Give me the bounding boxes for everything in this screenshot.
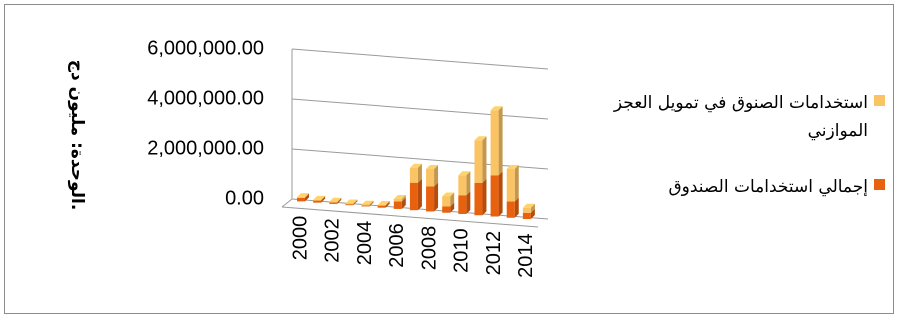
bar-total-uses-side <box>482 179 486 216</box>
bar-total-uses <box>491 175 499 216</box>
bar-total-uses <box>523 213 531 219</box>
bar-deficit-financing <box>394 199 402 202</box>
bar-deficit-financing <box>410 168 418 183</box>
bar-total-uses <box>474 183 482 216</box>
x-tick-label: 2014 <box>515 233 537 277</box>
bars <box>297 106 535 219</box>
x-axis-tick-labels: 2000 2002 2004 2006 2008 2010 2012 2014 <box>289 216 537 278</box>
chart-frame: 0.00 2,000,000.00 4,000,000.00 6,000,000.00… <box>4 4 894 314</box>
bar-total-uses <box>426 186 434 211</box>
x-tick-label: 2006 <box>386 223 408 268</box>
bar-total-uses <box>458 195 466 214</box>
bar-deficit-financing <box>491 110 499 175</box>
bar-total-uses <box>394 201 402 209</box>
bar-deficit-financing <box>426 169 434 187</box>
bar-total-uses-side <box>466 191 470 214</box>
legend-swatch-deficit-financing <box>874 95 885 106</box>
legend-item-total-uses: إجمالي استخدامات الصندوق <box>605 173 885 201</box>
x-tick-label: 2000 <box>289 216 311 261</box>
y-tick-label: 4,000,000.00 <box>147 87 264 109</box>
bar-deficit-financing-side <box>515 165 519 202</box>
y-axis-tick-labels: 0.00 2,000,000.00 4,000,000.00 6,000,000.00 <box>147 37 264 209</box>
bar-total-uses-side <box>499 171 503 216</box>
gridline <box>292 99 548 119</box>
bar-deficit-financing <box>378 205 386 206</box>
y-tick-label: 2,000,000.00 <box>147 137 264 159</box>
bar-deficit-financing <box>458 175 466 195</box>
bar-total-uses-side <box>434 182 438 211</box>
y-axis-label: الوحدة: مليون دج. <box>67 60 87 211</box>
bar-deficit-financing <box>507 169 515 202</box>
x-tick-label: 2008 <box>418 226 440 270</box>
bar-deficit-financing-side <box>466 171 470 195</box>
bar-deficit-financing <box>474 140 482 183</box>
x-tick-label: 2004 <box>354 221 376 266</box>
legend-label-deficit-financing: استخدامات الصنوق في تمويل العجز الموازني <box>605 89 868 145</box>
bar-total-uses <box>410 183 418 211</box>
bar-deficit-financing <box>297 197 305 198</box>
bar-total-uses <box>442 206 450 212</box>
bar-total-uses <box>507 202 515 218</box>
legend: استخدامات الصنوق في تمويل العجز الموازني… <box>605 89 885 201</box>
bar-total-uses <box>297 198 305 202</box>
bar-deficit-financing <box>329 202 337 203</box>
x-tick-label: 2010 <box>451 228 473 273</box>
x-tick-label: 2012 <box>483 231 505 276</box>
bar-deficit-financing <box>345 204 353 205</box>
floor-edge <box>282 199 292 207</box>
bar-deficit-financing-side <box>482 136 486 183</box>
legend-swatch-total-uses <box>874 179 885 190</box>
bar-deficit-financing <box>313 200 321 201</box>
legend-label-total-uses: إجمالي استخدامات الصندوق <box>668 173 868 201</box>
legend-item-deficit-financing: استخدامات الصنوق في تمويل العجز الموازني <box>605 89 885 145</box>
bar-deficit-financing <box>442 196 450 206</box>
x-tick-label: 2002 <box>322 218 344 262</box>
bar-deficit-financing <box>523 208 531 213</box>
gridline <box>292 49 548 69</box>
bar-deficit-financing-side <box>499 106 503 175</box>
bar-deficit-financing <box>362 205 370 206</box>
y-tick-label: 0.00 <box>225 187 264 209</box>
bar-total-uses-side <box>418 179 422 211</box>
y-tick-label: 6,000,000.00 <box>147 37 264 59</box>
